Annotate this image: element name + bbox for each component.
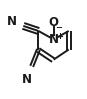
Text: +: + bbox=[56, 31, 63, 40]
Text: N: N bbox=[7, 15, 17, 28]
Text: −: − bbox=[55, 23, 62, 32]
Text: O: O bbox=[49, 16, 59, 29]
Text: N: N bbox=[49, 33, 59, 46]
Text: N: N bbox=[22, 73, 32, 86]
